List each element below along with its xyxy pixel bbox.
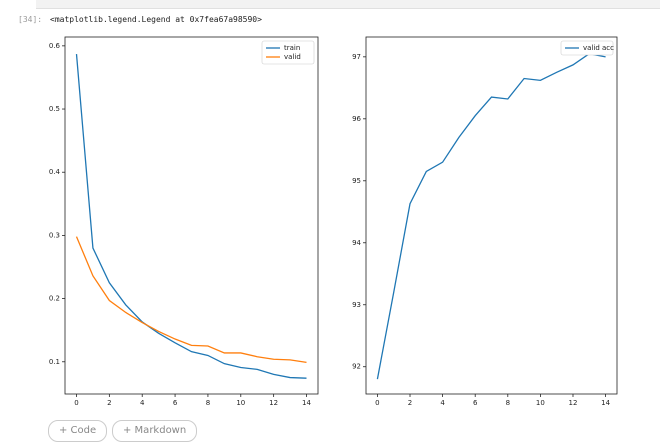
- y-tick-label: 0.3: [49, 231, 60, 239]
- cell-prompt: [34]:: [18, 15, 43, 24]
- add-code-button[interactable]: + Code: [48, 420, 108, 442]
- x-tick-label: 14: [302, 399, 311, 407]
- x-tick-label: 12: [269, 399, 278, 407]
- x-tick-label: 8: [506, 399, 510, 407]
- x-tick-label: 8: [206, 399, 210, 407]
- y-tick-label: 0.2: [49, 295, 60, 303]
- legend-label: valid acc: [583, 44, 614, 52]
- add-markdown-button[interactable]: + Markdown: [112, 420, 198, 442]
- y-tick-label: 96: [352, 115, 361, 123]
- legend-label: valid: [284, 53, 301, 61]
- legend-box: [261, 40, 315, 65]
- line-series: [75, 236, 307, 364]
- y-tick-label: 97: [352, 53, 361, 61]
- x-tick-label: 14: [601, 399, 610, 407]
- x-tick-label: 0: [375, 399, 379, 407]
- x-tick-label: 6: [473, 399, 478, 407]
- x-tick-label: 4: [140, 399, 145, 407]
- legend-label: train: [284, 44, 300, 52]
- x-tick-label: 2: [408, 399, 412, 407]
- x-tick-label: 12: [569, 399, 578, 407]
- y-tick-label: 0.4: [49, 168, 61, 176]
- y-tick-label: 94: [352, 239, 361, 247]
- x-tick-label: 2: [107, 399, 111, 407]
- y-tick-label: 0.5: [49, 105, 60, 113]
- y-tick-label: 0.1: [49, 358, 60, 366]
- x-tick-label: 10: [536, 399, 545, 407]
- x-tick-label: 6: [173, 399, 178, 407]
- line-series: [75, 54, 307, 379]
- y-tick-label: 0.6: [49, 42, 61, 50]
- y-tick-label: 95: [352, 177, 361, 185]
- cell-border: [36, 0, 660, 9]
- axes-frame: [365, 36, 618, 395]
- axes-frame: [64, 36, 319, 395]
- x-tick-label: 10: [236, 399, 245, 407]
- y-tick-label: 93: [352, 301, 361, 309]
- y-tick-label: 92: [352, 363, 361, 371]
- legend-box: [560, 40, 614, 56]
- x-tick-label: 4: [440, 399, 445, 407]
- x-tick-label: 0: [74, 399, 78, 407]
- notebook: [34]: <matplotlib.legend.Legend at 0x7fe…: [18, 0, 660, 442]
- cell-output: <matplotlib.legend.Legend at 0x7fea67a98…: [50, 15, 262, 24]
- line-series: [376, 53, 606, 380]
